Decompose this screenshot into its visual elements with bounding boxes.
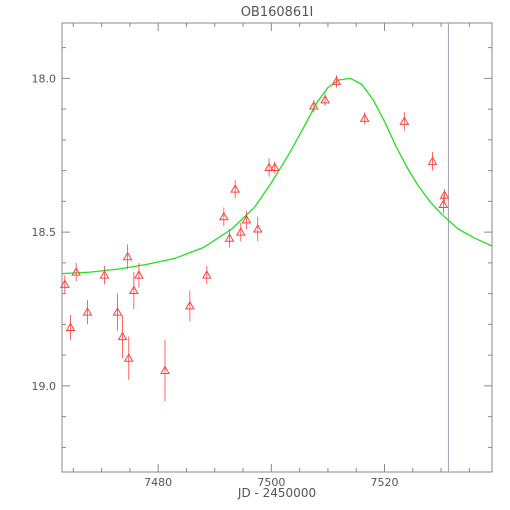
data-point <box>252 216 263 242</box>
data-point <box>235 222 246 242</box>
triangle-marker <box>308 101 319 110</box>
triangle-marker <box>331 76 342 85</box>
triangle-marker <box>112 307 123 316</box>
x-axis-ticks: 7480 7500 7520 <box>72 23 470 489</box>
data-point <box>59 275 70 294</box>
data-point <box>82 299 93 325</box>
triangle-marker <box>230 184 240 193</box>
data-point <box>128 272 139 310</box>
x-tick-label: 7500 <box>257 476 285 489</box>
data-point <box>399 112 410 131</box>
x-axis-label: JD - 2450000 <box>237 486 316 500</box>
data-point <box>230 179 240 199</box>
data-point <box>160 339 170 402</box>
y-tick-label: 18.0 <box>32 72 57 85</box>
data-point <box>99 265 110 285</box>
data-point <box>331 75 342 88</box>
data-point <box>224 229 235 248</box>
x-tick-label: 7520 <box>371 476 399 489</box>
triangle-marker <box>160 365 170 375</box>
data-point <box>359 112 370 125</box>
triangle-marker <box>438 199 449 208</box>
y-tick-label: 19.0 <box>32 380 57 393</box>
data-point <box>134 262 144 288</box>
data-point <box>117 315 128 359</box>
data-point <box>123 336 134 380</box>
y-tick-label: 18.5 <box>32 226 57 239</box>
data-point <box>308 99 319 113</box>
data-point <box>269 161 280 174</box>
triangle-marker <box>128 285 139 295</box>
triangle-marker <box>117 331 128 341</box>
data-point <box>427 152 438 171</box>
triangle-marker <box>71 267 82 276</box>
data-point <box>439 189 450 202</box>
triangle-marker <box>122 251 133 261</box>
triangle-marker <box>185 300 195 310</box>
triangle-marker <box>201 270 212 279</box>
triangle-marker <box>218 211 229 221</box>
data-point <box>185 290 195 322</box>
triangle-marker <box>241 214 252 224</box>
plot-frame <box>61 22 493 473</box>
triangle-marker <box>59 279 70 288</box>
triangle-marker <box>320 94 330 104</box>
triangle-marker <box>269 162 280 172</box>
data-point <box>241 210 252 230</box>
triangle-marker <box>99 270 110 279</box>
data-point <box>201 265 212 285</box>
triangle-marker <box>264 162 274 172</box>
x-tick-label: 7480 <box>144 476 172 489</box>
triangle-marker <box>65 322 76 331</box>
triangle-marker <box>123 353 134 362</box>
data-point <box>71 262 82 282</box>
triangle-marker <box>235 227 246 236</box>
data-point <box>320 93 330 107</box>
triangle-marker <box>359 113 370 122</box>
data-points <box>59 75 450 402</box>
chart-title: OB160861I <box>241 5 314 20</box>
triangle-marker <box>399 116 410 125</box>
data-point <box>122 244 133 270</box>
data-point <box>65 315 76 340</box>
triangle-marker <box>427 156 438 165</box>
triangle-marker <box>134 270 144 279</box>
triangle-marker <box>224 233 235 242</box>
triangle-marker <box>82 307 93 316</box>
y-axis-ticks: 18.0 18.5 19.0 <box>32 47 492 448</box>
data-point <box>264 158 274 177</box>
data-point <box>218 207 229 226</box>
triangle-marker <box>439 190 450 199</box>
data-point <box>112 293 123 331</box>
model-curve <box>61 77 493 275</box>
triangle-marker <box>252 224 263 233</box>
